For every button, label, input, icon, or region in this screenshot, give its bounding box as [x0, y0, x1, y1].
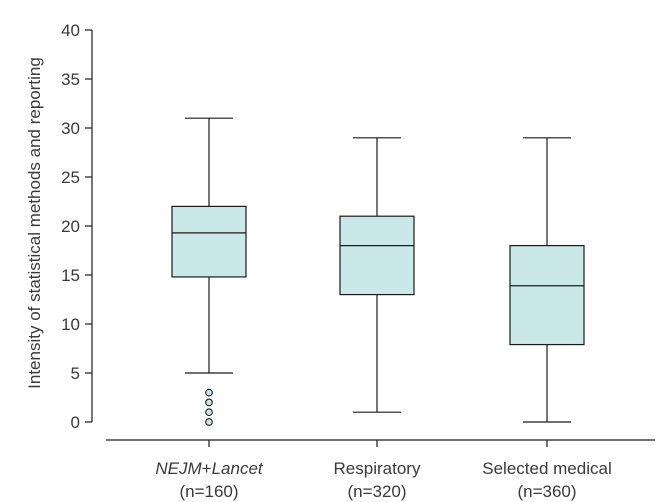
y-axis-title: Intensity of statistical methods and rep… — [25, 57, 44, 389]
category-label-part: NEJM — [155, 459, 202, 478]
category-label-part: Selected medical — [482, 459, 611, 478]
category-n-label: (n=360) — [517, 482, 576, 501]
y-tick-label: 25 — [61, 168, 80, 187]
category-n-label: (n=320) — [347, 482, 406, 501]
y-tick-label: 10 — [61, 315, 80, 334]
category-label: NEJM+Lancet — [155, 459, 264, 478]
iqr-box — [171, 205, 247, 278]
category-labels: NEJM+Lancet (n=160) Respiratory (n=320) Sele… — [155, 459, 611, 501]
y-tick-label: 20 — [61, 217, 80, 236]
x-axis — [106, 439, 655, 447]
y-tick-label: 35 — [61, 70, 80, 89]
y-tick-label: 0 — [71, 413, 80, 432]
y-tick-label: 40 — [61, 21, 80, 40]
outlier-point — [205, 388, 213, 397]
outlier-point — [205, 408, 213, 417]
category-label: Selected medical — [482, 459, 611, 478]
y-tick-label: 15 — [61, 266, 80, 285]
category-label-part: Respiratory — [334, 459, 421, 478]
y-axis: 0 5 10 15 20 25 30 35 40 — [61, 21, 93, 432]
y-tick-label: 5 — [71, 364, 80, 383]
iqr-box — [509, 245, 585, 346]
category-n-label: (n=160) — [179, 482, 238, 501]
box-group-2 — [339, 137, 415, 413]
category-label-part: + — [202, 459, 212, 478]
box-group-1 — [171, 117, 247, 426]
category-label: Respiratory — [334, 459, 421, 478]
category-label-part: Lancet — [212, 459, 264, 478]
outlier-point — [205, 418, 213, 426]
y-tick-label: 30 — [61, 119, 80, 138]
box-group-3 — [509, 137, 585, 423]
boxes — [171, 117, 585, 426]
outlier-point — [205, 398, 213, 407]
iqr-box — [339, 215, 415, 296]
